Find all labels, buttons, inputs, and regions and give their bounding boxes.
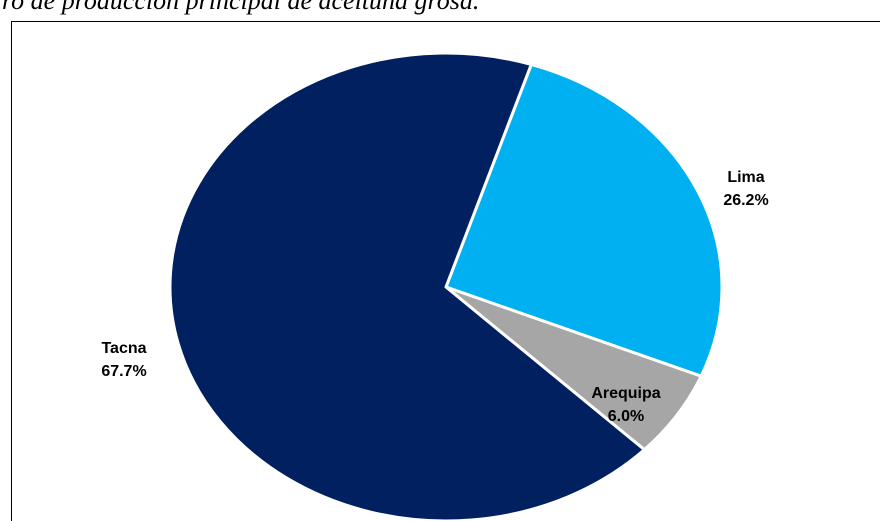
slice-value-tacna: 67.7% [101, 363, 146, 380]
figure-caption: ro de producción principal de aceituna g… [2, 0, 480, 15]
slice-label-lima: Lima [727, 169, 764, 186]
slice-label-arequipa: Arequipa [591, 385, 660, 402]
pie-slices [168, 51, 724, 521]
pie-slice-lima [444, 62, 724, 378]
slice-value-arequipa: 6.0% [608, 408, 644, 425]
slice-value-lima: 26.2% [723, 192, 768, 209]
slice-label-tacna: Tacna [101, 340, 146, 357]
chart-frame [11, 21, 880, 521]
pie-labels: Lima 26.2% Arequipa 6.0% Tacna 67.7% [101, 169, 768, 425]
pie-slice-tacna [168, 51, 646, 521]
